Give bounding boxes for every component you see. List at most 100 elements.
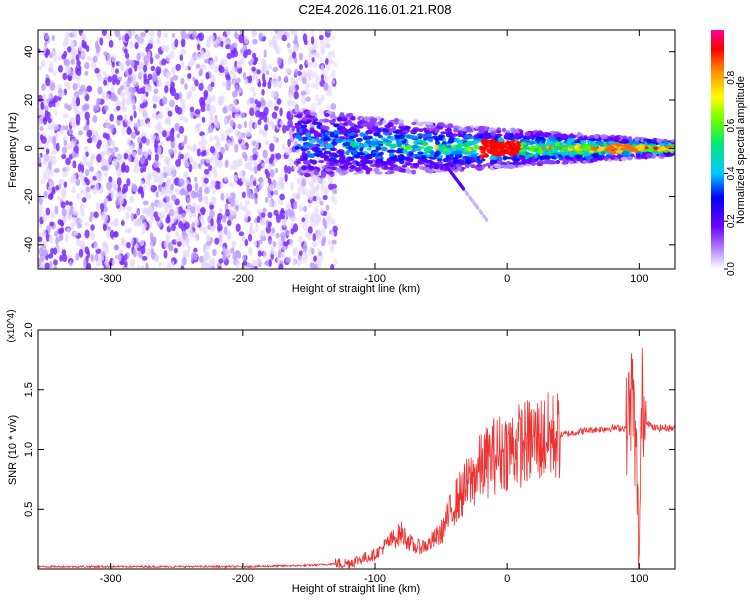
heatmap-cell: [482, 133, 490, 139]
heatmap-cell: [416, 121, 424, 127]
heatmap-cell: [262, 99, 266, 107]
heatmap-cell: [63, 81, 69, 87]
heatmap-cell: [175, 206, 179, 216]
heatmap-cell: [666, 145, 673, 150]
heatmap-cell: [410, 129, 418, 135]
heatmap-cell: [445, 154, 450, 159]
heatmap-cell: [116, 253, 122, 262]
heatmap-cell: [663, 141, 669, 145]
heatmap-cell: [580, 140, 587, 144]
heatmap-cell: [145, 262, 149, 269]
heatmap-cell: [242, 260, 248, 266]
heatmap-cell: [168, 148, 175, 155]
heatmap-cell: [256, 163, 262, 172]
heatmap-cell: [318, 251, 323, 257]
bottom-y-ticks: 0.5 1.0 1.5 2.0: [23, 322, 675, 517]
heatmap-cell: [477, 125, 486, 131]
heatmap-cell: [285, 125, 290, 132]
heatmap-cell: [134, 219, 140, 226]
heatmap-cell: [539, 155, 544, 160]
heatmap-cell: [287, 138, 291, 148]
heatmap-cell: [331, 239, 337, 245]
heatmap-cell: [42, 160, 48, 166]
heatmap-cell: [162, 130, 167, 138]
heatmap-cell: [141, 228, 145, 235]
heatmap-cell: [425, 159, 433, 164]
heatmap-cell: [101, 240, 108, 249]
heatmap-cell: [311, 144, 317, 148]
heatmap-cell: [324, 168, 333, 172]
heatmap-cell: [92, 115, 98, 123]
heatmap-cell: [194, 108, 201, 115]
heatmap-cell: [301, 151, 306, 157]
heatmap-cell: [206, 245, 211, 251]
heatmap-cell: [126, 119, 133, 127]
heatmap-cell: [253, 105, 257, 112]
heatmap-cell: [157, 113, 163, 120]
heatmap-cell: [139, 87, 145, 94]
heatmap-cell: [293, 90, 299, 100]
heatmap-cell: [293, 68, 299, 76]
heatmap-cell: [594, 134, 600, 140]
heatmap-cell: [107, 32, 113, 41]
heatmap-cell: [178, 178, 185, 187]
heatmap-cell: [209, 236, 213, 244]
heatmap-cell: [447, 157, 453, 163]
heatmap-cell: [593, 143, 599, 148]
heatmap-cell: [462, 186, 466, 191]
snr-frame: [37, 329, 676, 570]
heatmap-cell: [71, 30, 75, 34]
heatmap-cell: [142, 200, 149, 206]
heatmap-cell: [444, 144, 452, 149]
colorbar-label: Normalized spectral amplitude: [735, 76, 747, 224]
heatmap-cell: [670, 144, 675, 147]
heatmap-cell: [38, 204, 43, 211]
heatmap-cell: [255, 223, 259, 233]
heatmap-cell: [85, 45, 90, 52]
heatmap-cell: [338, 159, 346, 163]
heatmap-cell: [269, 142, 275, 152]
heatmap-cell: [252, 38, 258, 45]
heatmap-cell: [62, 72, 68, 81]
heatmap-cell: [126, 205, 132, 212]
heatmap-cell: [122, 183, 129, 193]
heatmap-cell: [330, 195, 335, 202]
heatmap-cell: [520, 142, 527, 146]
heatmap-cell: [48, 261, 53, 269]
heatmap-cell: [41, 229, 47, 238]
heatmap-cell: [318, 160, 325, 163]
heatmap-cell: [82, 154, 87, 162]
heatmap-cell: [324, 131, 331, 135]
heatmap-cell: [86, 138, 92, 144]
heatmap-cell: [304, 231, 310, 238]
heatmap-cell: [208, 34, 215, 42]
heatmap-cell: [270, 153, 275, 162]
heatmap-cell: [524, 131, 531, 136]
heatmap-cell: [101, 91, 106, 101]
heatmap-cell: [158, 186, 163, 193]
heatmap-cell: [496, 127, 501, 131]
heatmap-cell: [152, 134, 157, 140]
heatmap-cell: [71, 121, 77, 129]
heatmap-cell: [301, 148, 308, 152]
heatmap-cell: [150, 248, 155, 255]
heatmap-cell: [137, 146, 143, 156]
heatmap-cell: [299, 63, 303, 71]
heatmap-cell: [346, 119, 352, 124]
heatmap-cell: [301, 186, 306, 196]
heatmap-cell: [235, 223, 241, 232]
heatmap-cell: [418, 135, 423, 140]
heatmap-cell: [53, 259, 58, 266]
heatmap-cell: [61, 253, 68, 263]
heatmap-cell: [429, 150, 436, 156]
heatmap-cell: [503, 165, 509, 169]
heatmap-cell: [348, 165, 356, 169]
heatmap-cell: [81, 32, 85, 41]
heatmap-cell: [301, 178, 307, 188]
heatmap-cell: [152, 112, 157, 119]
heatmap-cell: [63, 113, 69, 119]
heatmap-cell: [183, 135, 188, 145]
heatmap-cell: [254, 197, 258, 205]
heatmap-cell: [278, 199, 284, 206]
heatmap-cell: [334, 134, 339, 139]
